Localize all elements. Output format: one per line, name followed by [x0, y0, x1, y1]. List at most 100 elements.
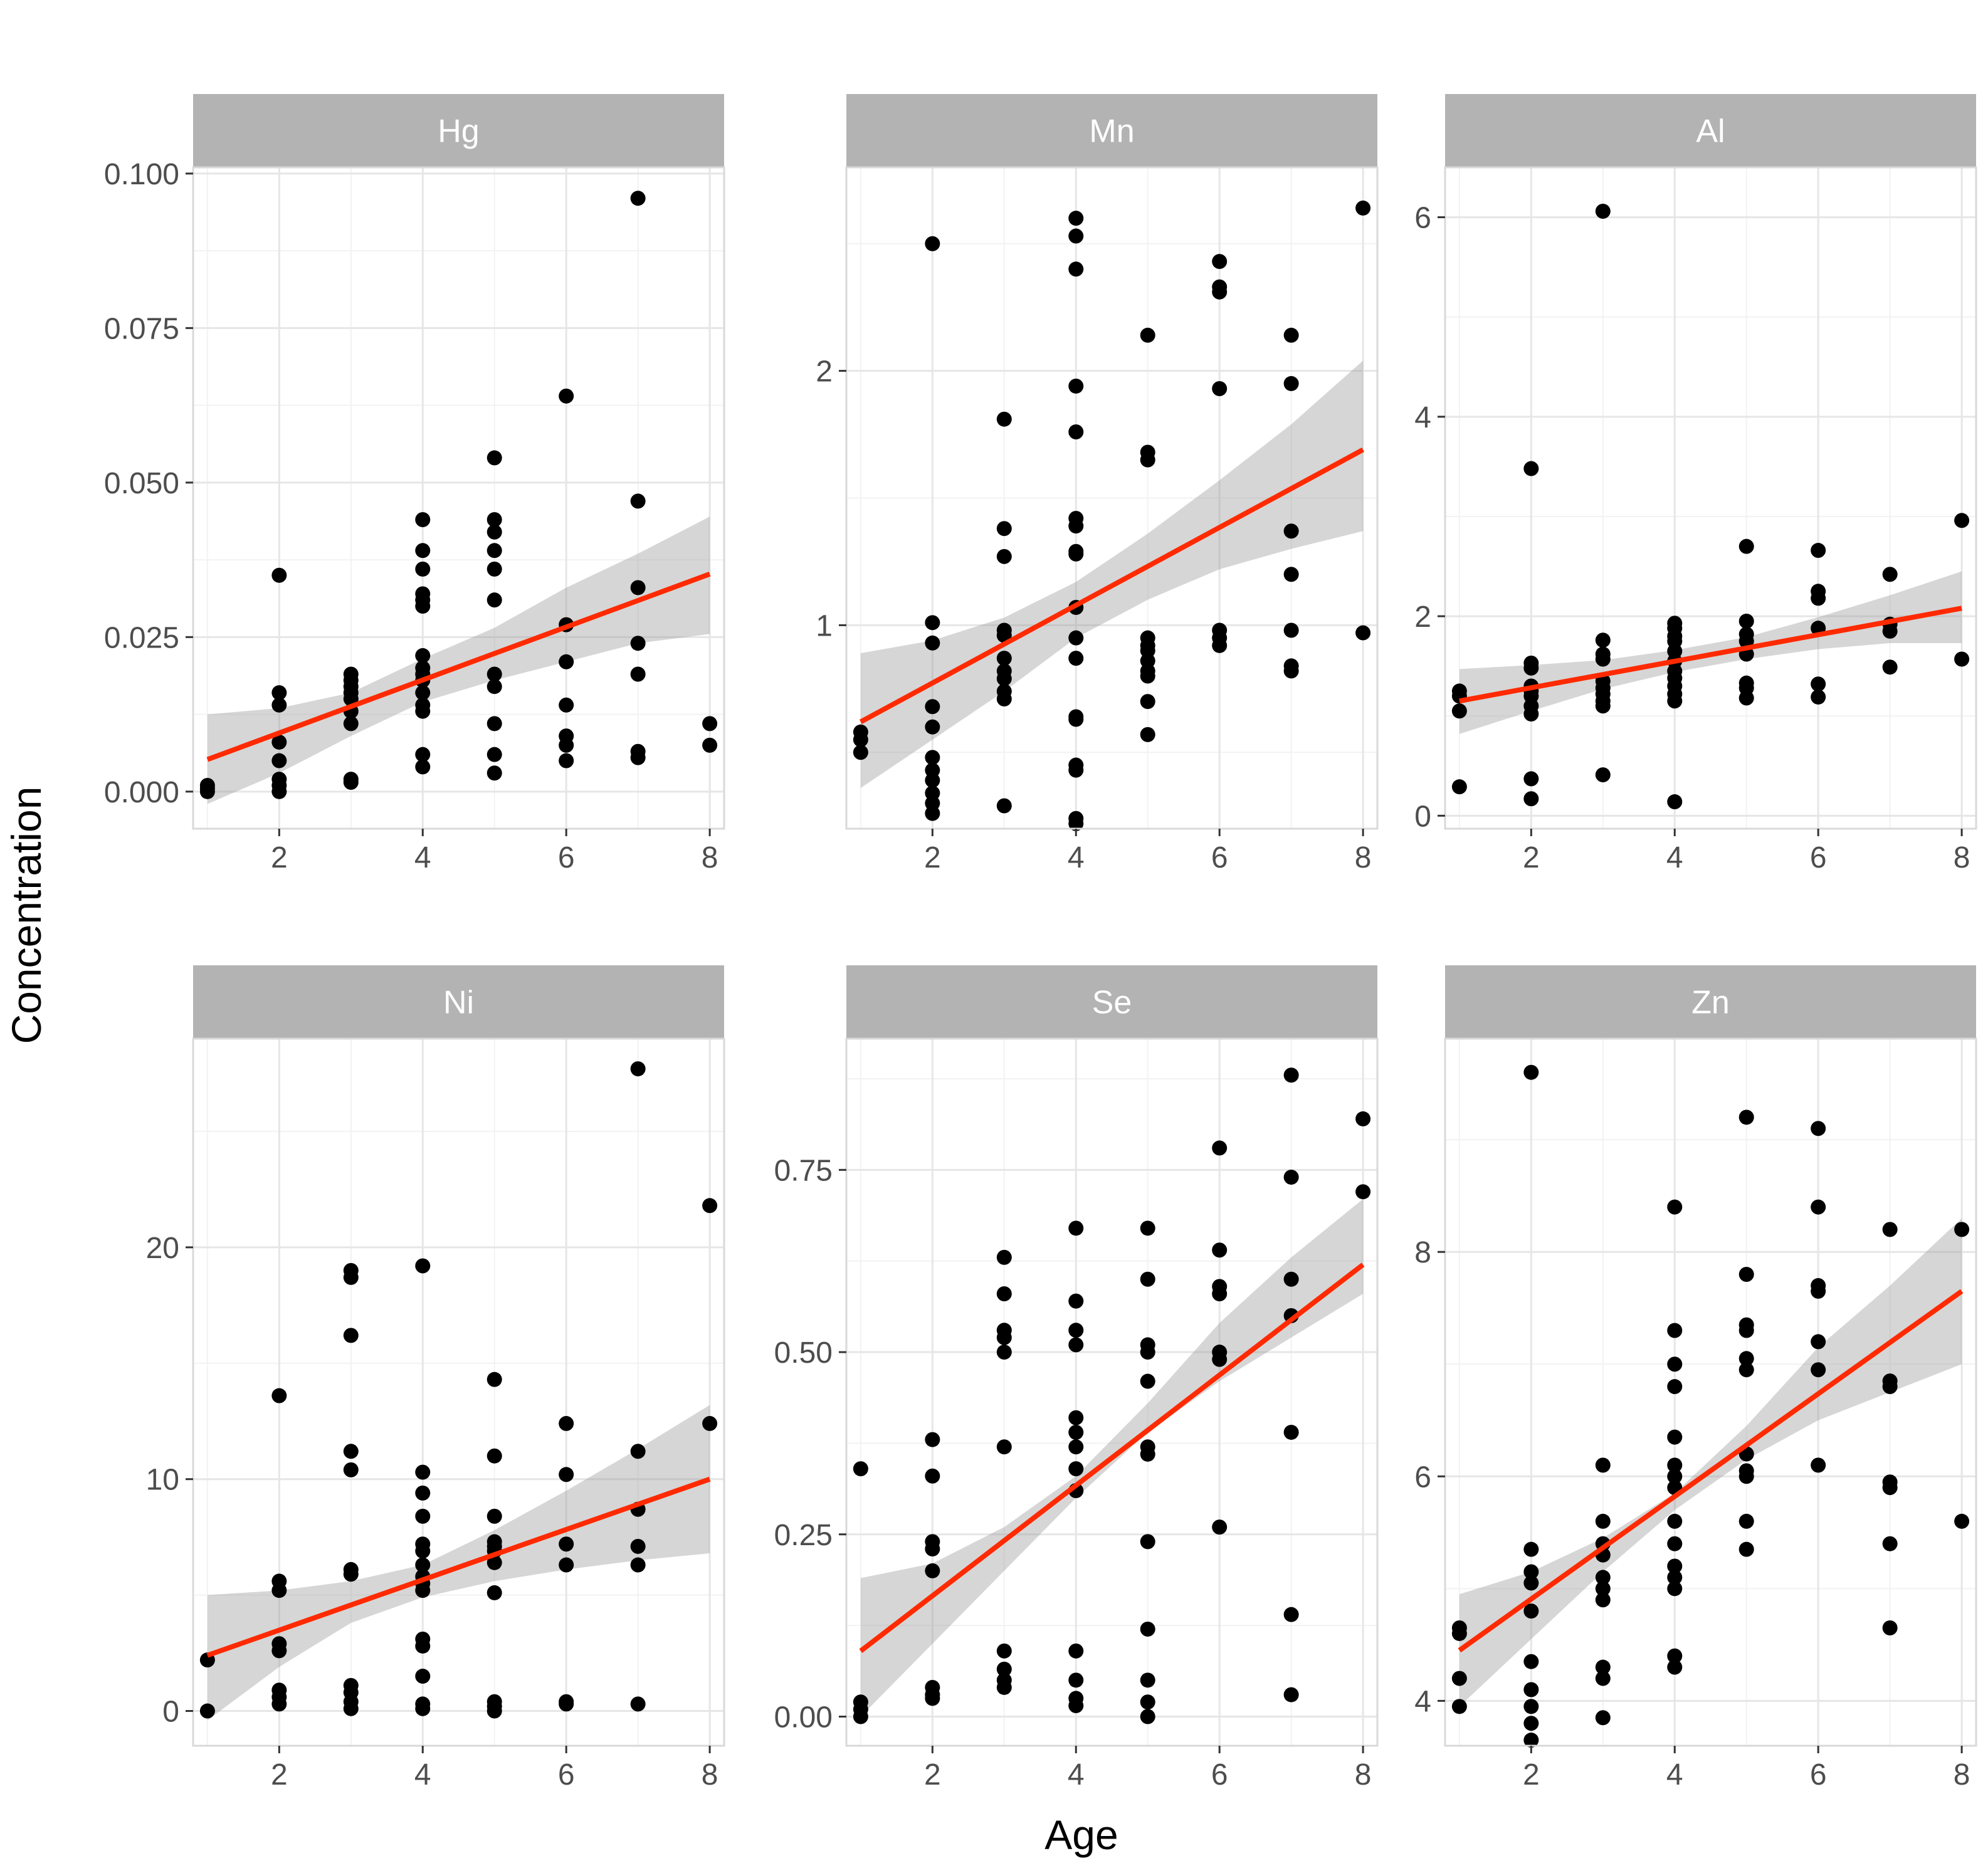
data-point: [415, 747, 431, 762]
data-point: [925, 1563, 940, 1578]
y-tick-label: 0.00: [774, 1701, 833, 1734]
data-point: [1954, 1222, 1970, 1237]
data-point: [1068, 211, 1084, 226]
data-point: [925, 615, 940, 631]
data-point: [559, 1415, 574, 1431]
data-point: [1140, 1694, 1155, 1710]
y-tick-label: 2: [1414, 601, 1431, 634]
data-point: [1140, 727, 1155, 742]
data-point: [1954, 1513, 1970, 1529]
data-point: [1595, 651, 1611, 667]
data-point: [1738, 1351, 1754, 1367]
data-point: [1595, 1457, 1611, 1473]
data-point: [1140, 1534, 1155, 1550]
data-point: [1283, 663, 1299, 679]
data-point: [486, 1372, 502, 1387]
data-point: [486, 1585, 502, 1600]
data-point: [925, 1691, 940, 1706]
data-point: [486, 1448, 502, 1464]
data-point: [1667, 1457, 1683, 1473]
data-point: [1283, 1687, 1299, 1702]
data-point: [1523, 1654, 1539, 1669]
data-point: [1595, 1659, 1611, 1675]
data-point: [415, 1557, 431, 1573]
y-tick-label: 0: [1414, 800, 1431, 833]
data-point: [630, 580, 646, 595]
data-point: [1595, 204, 1611, 219]
data-point: [343, 1328, 359, 1343]
data-point: [343, 775, 359, 790]
data-point: [996, 1439, 1012, 1455]
data-point: [1140, 1672, 1155, 1688]
data-point: [199, 784, 215, 799]
data-point: [486, 747, 502, 762]
data-point: [1738, 690, 1754, 706]
facet-panel-hg: Hg 2 4 6 8 0.000 0.025 0.050 0.075 0.100: [104, 94, 725, 874]
panel-border: [1444, 166, 1977, 830]
x-tick-label: 6: [558, 1758, 575, 1792]
data-point: [1355, 1184, 1371, 1200]
data-point: [343, 1269, 359, 1285]
data-point: [1523, 1733, 1539, 1748]
data-point: [925, 236, 940, 251]
data-point: [925, 635, 940, 651]
y-tick-label: 6: [1414, 1461, 1431, 1494]
data-point: [1283, 523, 1299, 539]
data-point: [486, 1703, 502, 1719]
data-point: [630, 1538, 646, 1554]
data-point: [1212, 637, 1228, 653]
data-point: [1667, 1648, 1683, 1664]
data-point: [1140, 327, 1155, 343]
data-point: [1738, 1267, 1754, 1282]
data-point: [996, 1661, 1012, 1677]
data-point: [1667, 1659, 1683, 1675]
data-point: [1283, 375, 1299, 391]
data-point: [1882, 567, 1898, 582]
y-tick-label: 0.000: [104, 776, 179, 809]
y-tick-label: 2: [816, 355, 833, 389]
data-point: [1283, 1169, 1299, 1185]
data-point: [1667, 1536, 1683, 1551]
x-tick-label: 2: [1523, 1758, 1540, 1792]
data-point: [1283, 1607, 1299, 1622]
data-point: [486, 543, 502, 559]
data-point: [559, 1467, 574, 1482]
data-point: [996, 521, 1012, 537]
data-point: [1068, 261, 1084, 277]
x-tick-label: 6: [1211, 841, 1228, 874]
data-point: [1068, 1337, 1084, 1353]
data-point: [1882, 623, 1898, 639]
x-tick-label: 4: [1068, 841, 1085, 874]
data-point: [1140, 452, 1155, 468]
data-point: [1140, 1345, 1155, 1360]
x-tick-label: 8: [1954, 1758, 1970, 1792]
data-point: [271, 734, 287, 750]
data-point: [1811, 1362, 1826, 1378]
data-point: [1523, 660, 1539, 676]
data-point: [415, 1701, 431, 1716]
data-point: [271, 567, 287, 583]
data-point: [996, 1679, 1012, 1695]
panel-border: [192, 166, 725, 830]
data-point: [415, 648, 431, 663]
data-point: [486, 450, 502, 466]
data-point: [559, 753, 574, 769]
data-point: [1451, 1699, 1467, 1714]
data-point: [415, 1543, 431, 1559]
data-point: [630, 1444, 646, 1459]
data-point: [1667, 1379, 1683, 1395]
data-point: [1212, 1286, 1228, 1302]
data-point: [1451, 1671, 1467, 1686]
data-point: [1068, 546, 1084, 562]
data-point: [1738, 1541, 1754, 1557]
data-point: [1283, 622, 1299, 638]
data-point: [1738, 1362, 1754, 1378]
data-point: [1523, 1699, 1539, 1714]
data-point: [1738, 538, 1754, 554]
data-point: [1068, 1424, 1084, 1440]
x-tick-label: 2: [271, 1758, 288, 1792]
data-point: [1811, 689, 1826, 705]
data-point: [486, 1555, 502, 1570]
panel-border: [192, 1037, 725, 1747]
